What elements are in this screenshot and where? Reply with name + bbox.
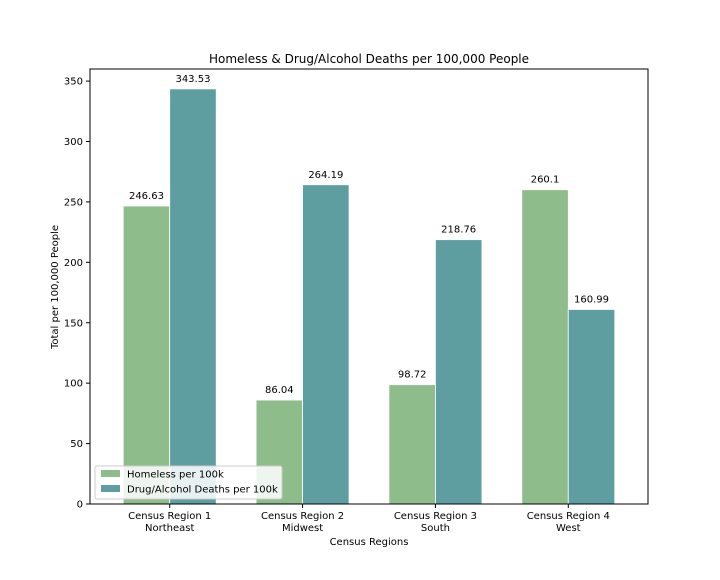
y-tick-label: 0	[77, 500, 83, 511]
data-label: 260.1	[531, 175, 560, 186]
y-tick-label: 200	[64, 258, 83, 269]
x-tick-label: Midwest	[282, 523, 323, 534]
y-axis-label: Total per 100,000 People	[50, 225, 61, 350]
bar-drug-alcohol-deaths-3	[567, 309, 616, 505]
y-tick-label: 250	[64, 197, 83, 208]
bar-drug-alcohol-deaths-0	[169, 88, 217, 505]
legend-swatch	[101, 485, 120, 492]
legend: Homeless per 100k Drug/Alcohol Deaths per…	[94, 465, 283, 500]
chart-title: Homeless & Drug/Alcohol Deaths per 100,0…	[209, 52, 529, 66]
y-tick-label: 150	[64, 318, 83, 329]
x-tick-label: Census Region 4	[527, 511, 610, 522]
y-tick-label: 50	[70, 439, 83, 450]
legend-box	[94, 465, 283, 500]
x-tick-label: Census Region 1	[128, 511, 211, 522]
x-axis-label: Census Regions	[330, 537, 409, 548]
bars-layer	[122, 88, 616, 505]
x-tick-label: West	[556, 523, 581, 534]
legend-swatch	[101, 470, 120, 477]
data-label: 264.19	[308, 170, 343, 181]
plot-frame	[89, 68, 649, 505]
legend-label: Drug/Alcohol Deaths per 100k	[127, 485, 278, 496]
data-label: 218.76	[441, 225, 476, 236]
data-labels-layer: 246.63 86.04 98.72 260.1 343.53 264.19 218.76 1…	[129, 74, 609, 396]
x-tick-label: Census Region 2	[261, 511, 344, 522]
bar-homeless-2	[388, 384, 436, 505]
x-tick-label: Northeast	[145, 523, 194, 534]
y-tick-label: 350	[64, 77, 83, 88]
data-label: 246.63	[129, 191, 164, 202]
bar-homeless-0	[122, 205, 171, 505]
y-tick-label: 100	[64, 379, 83, 390]
data-label: 86.04	[265, 385, 294, 396]
bar-drug-alcohol-deaths-1	[302, 184, 350, 505]
y-tick-label: 300	[64, 137, 83, 148]
x-tick-label: South	[421, 523, 450, 534]
data-label: 343.53	[175, 74, 210, 85]
data-label: 160.99	[574, 294, 609, 305]
x-tick-label: Census Region 3	[394, 511, 477, 522]
legend-label: Homeless per 100k	[127, 470, 224, 481]
y-axis: 0 50 100 150 200 250 300 350	[64, 77, 90, 511]
data-label: 98.72	[398, 370, 427, 381]
bar-drug-alcohol-deaths-2	[435, 239, 483, 505]
bar-homeless-3	[521, 189, 569, 505]
